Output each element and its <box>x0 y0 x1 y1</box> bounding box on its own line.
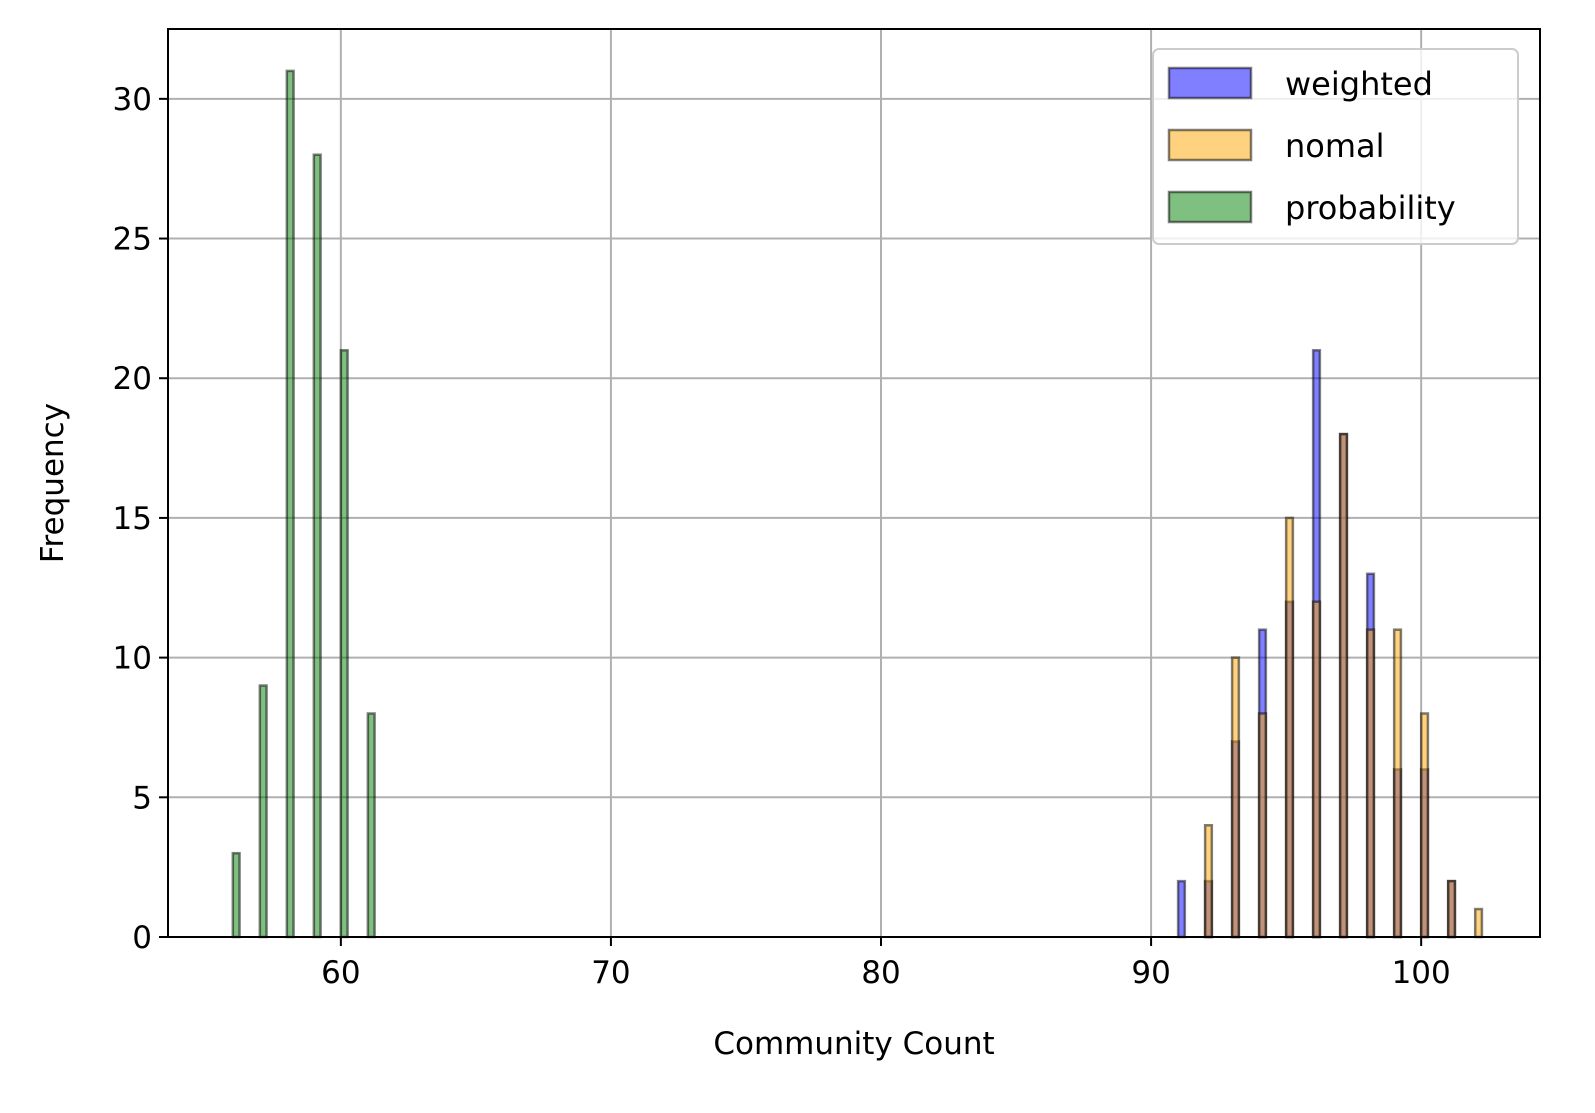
bar-nomal <box>1392 628 1403 939</box>
bar-nomal <box>1284 516 1295 939</box>
plot-frame <box>167 28 1541 938</box>
bar-nomal <box>1446 879 1457 939</box>
x-tick-label: 60 <box>321 955 360 991</box>
x-axis-label: Community Count <box>713 1026 994 1062</box>
bar-nomal <box>1473 907 1484 939</box>
legend: weighted nomal probability <box>1152 48 1519 245</box>
bar-probability <box>366 712 376 939</box>
y-axis-label: Frequency <box>35 403 71 563</box>
legend-swatch-weighted <box>1167 66 1253 100</box>
x-tick-label: 100 <box>1392 955 1451 991</box>
y-tick-label: 30 <box>113 82 152 118</box>
bar-nomal <box>1311 600 1322 939</box>
bar-probability <box>258 684 268 939</box>
bar-probability <box>339 349 349 939</box>
legend-swatch-probability <box>1167 190 1253 224</box>
bar-probability <box>312 153 322 939</box>
y-tick-label: 20 <box>113 361 152 397</box>
bar-weighted <box>1176 879 1187 939</box>
y-tick-label: 5 <box>132 780 152 816</box>
bar-nomal <box>1257 712 1268 939</box>
legend-swatch-nomal <box>1167 128 1253 162</box>
histogram-bars <box>231 69 1484 939</box>
x-tick-label: 70 <box>591 955 630 991</box>
bar-nomal <box>1203 823 1214 939</box>
y-tick-label: 25 <box>113 222 152 258</box>
legend-label-weighted: weighted <box>1285 65 1433 103</box>
y-tick-label: 15 <box>113 501 152 537</box>
bar-nomal <box>1230 656 1241 939</box>
bar-nomal <box>1338 432 1349 939</box>
y-tick-label: 0 <box>132 920 152 956</box>
legend-label-nomal: nomal <box>1285 127 1385 165</box>
bar-probability <box>231 851 241 939</box>
x-tick-label: 80 <box>861 955 900 991</box>
x-tick-label: 90 <box>1131 955 1170 991</box>
legend-label-probability: probability <box>1285 189 1456 227</box>
axis-ticks: 60 70 80 90 100 0 5 10 15 20 25 30 <box>113 82 1451 991</box>
y-tick-label: 10 <box>113 641 152 677</box>
bar-probability <box>285 69 295 939</box>
bar-nomal <box>1365 628 1376 939</box>
bar-nomal <box>1419 712 1430 939</box>
